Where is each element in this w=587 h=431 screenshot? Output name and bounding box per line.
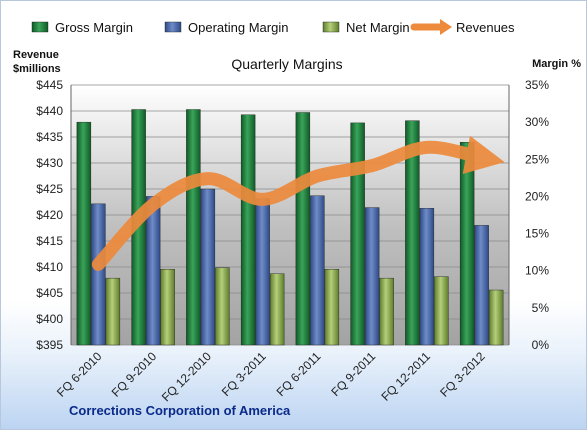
right-axis-label: Margin %: [532, 58, 581, 70]
net-margin-bar: [105, 277, 121, 346]
x-tick-label: FQ 3-2012: [437, 349, 488, 400]
operating-margin-bar: [419, 208, 435, 346]
right-tick-label: 20%: [525, 189, 549, 203]
net-margin-bar: [434, 276, 449, 346]
legend-label: Revenues: [456, 20, 515, 35]
gross-margin-bar: [76, 121, 92, 346]
left-axis-label-line2: $millions: [13, 63, 61, 75]
gross-margin-bar: [350, 122, 365, 346]
x-tick-label: FQ 9-2011: [328, 349, 378, 399]
gross-margin-bar: [459, 141, 475, 346]
left-tick-label: $395: [36, 338, 63, 352]
operating-margin-bar: [310, 195, 325, 346]
x-tick-label: FQ 12-2011: [378, 349, 433, 404]
right-tick-label: 0%: [532, 338, 550, 352]
left-tick-label: $410: [36, 260, 63, 274]
left-tick-label: $435: [36, 130, 63, 144]
left-tick-label: $430: [36, 156, 63, 170]
legend-label: Gross Margin: [55, 20, 133, 35]
right-tick-label: 5%: [532, 301, 550, 315]
net-margin-bar: [160, 269, 175, 346]
left-tick-label: $420: [36, 208, 63, 222]
operating-margin-bar: [145, 196, 161, 346]
legend-label: Operating Margin: [188, 20, 288, 35]
x-tick-label: FQ 6-2010: [54, 349, 105, 400]
net-margin-bar: [488, 289, 504, 346]
gross-margin-bar: [405, 120, 420, 346]
right-axis-ticks: 35% 30% 25% 20% 15% 10% 5% 0%: [525, 78, 549, 352]
left-tick-label: $445: [36, 78, 63, 92]
net-margin-bar: [324, 269, 340, 346]
chart-title: Quarterly Margins: [231, 56, 342, 72]
operating-margin-bar: [474, 225, 489, 346]
x-tick-label: FQ 12-2010: [159, 349, 214, 404]
revenue-line-layer: [91, 135, 505, 271]
operating-margin-bar: [255, 198, 270, 346]
left-tick-label: $400: [36, 312, 63, 326]
x-axis-ticks: FQ 6-2010 FQ 9-2010 FQ 12-2010 FQ 3-2011 FQ …: [54, 349, 488, 404]
operating-margin-swatch: [164, 21, 182, 33]
legend-label: Net Margin: [346, 20, 410, 35]
left-tick-label: $415: [36, 234, 63, 248]
company-caption: Corrections Corporation of America: [69, 403, 291, 418]
left-axis-label-line1: Revenue: [13, 49, 59, 61]
left-tick-label: $405: [36, 286, 63, 300]
net-margin-bar: [269, 273, 285, 346]
net-margin-bar: [379, 277, 394, 346]
left-tick-label: $425: [36, 182, 63, 196]
legend: Gross Margin Operating Margin Net Margin Re…: [31, 19, 515, 35]
right-tick-label: 10%: [525, 264, 549, 278]
x-tick-label: FQ 3-2011: [219, 349, 269, 399]
gross-margin-bar: [240, 114, 256, 346]
gross-margin-swatch: [31, 21, 49, 33]
right-tick-label: 25%: [525, 152, 549, 166]
right-tick-label: 15%: [525, 227, 549, 241]
right-tick-label: 30%: [525, 115, 549, 129]
left-tick-label: $440: [36, 104, 63, 118]
left-axis-ticks: $445 $440 $435 $430 $425 $420 $415 $410 $405 $400…: [36, 78, 63, 352]
gross-margin-bar: [186, 109, 201, 346]
operating-margin-bar: [200, 188, 216, 346]
x-tick-label: FQ 6-2011: [274, 349, 324, 399]
net-margin-swatch: [322, 21, 340, 33]
bars-layer: [76, 109, 504, 346]
revenues-swatch-arrowhead: [440, 19, 452, 35]
operating-margin-bar: [364, 207, 380, 346]
net-margin-bar: [215, 267, 230, 346]
revenue-line: [91, 135, 505, 271]
right-tick-label: 35%: [525, 78, 549, 92]
operating-margin-bar: [91, 203, 106, 346]
gross-margin-bar: [295, 112, 311, 346]
x-tick-label: FQ 9-2010: [109, 349, 160, 400]
